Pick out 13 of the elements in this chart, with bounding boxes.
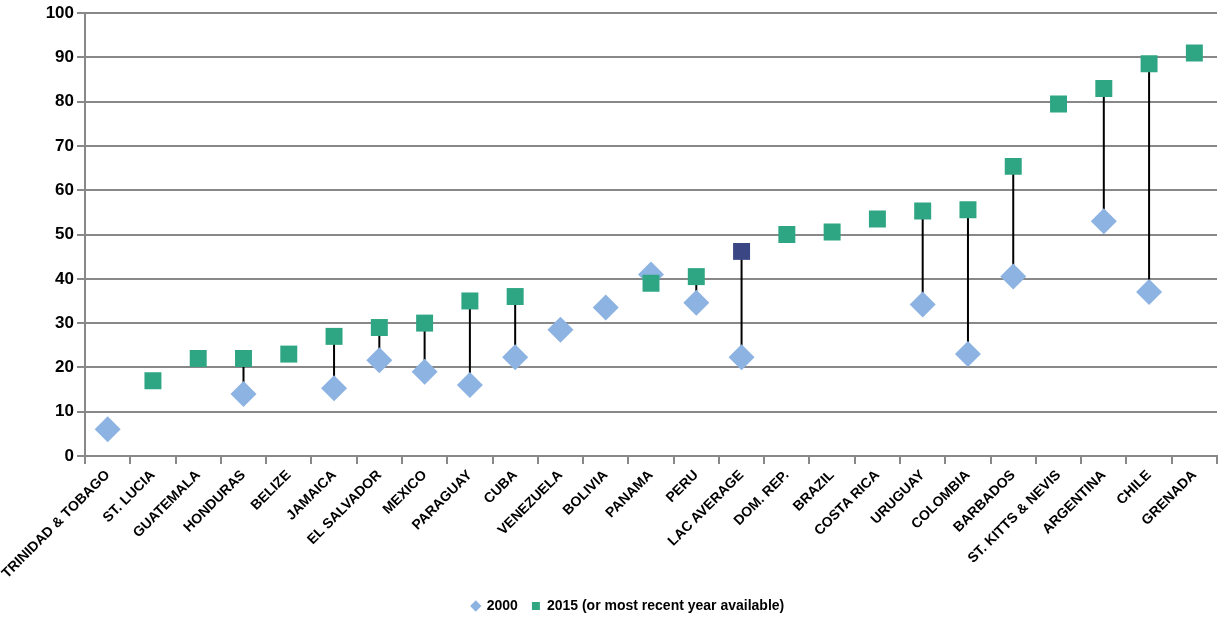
y-tick-label: 0 xyxy=(64,445,75,465)
y-tick-label: 10 xyxy=(55,401,75,421)
y-tick-label: 60 xyxy=(55,179,75,199)
legend-label: 2000 xyxy=(486,596,519,613)
y-tick-label: 100 xyxy=(45,2,75,22)
y-tick-label: 20 xyxy=(55,357,75,377)
y-tick-label: 30 xyxy=(55,312,75,332)
legend-label: 2015 (or most recent year available) xyxy=(546,596,785,613)
y-tick-label: 50 xyxy=(55,224,75,244)
y-tick-label: 90 xyxy=(55,47,75,67)
y-tick-label: 40 xyxy=(55,268,75,288)
y-tick-label: 80 xyxy=(55,91,75,111)
y-tick-label: 70 xyxy=(55,135,75,155)
